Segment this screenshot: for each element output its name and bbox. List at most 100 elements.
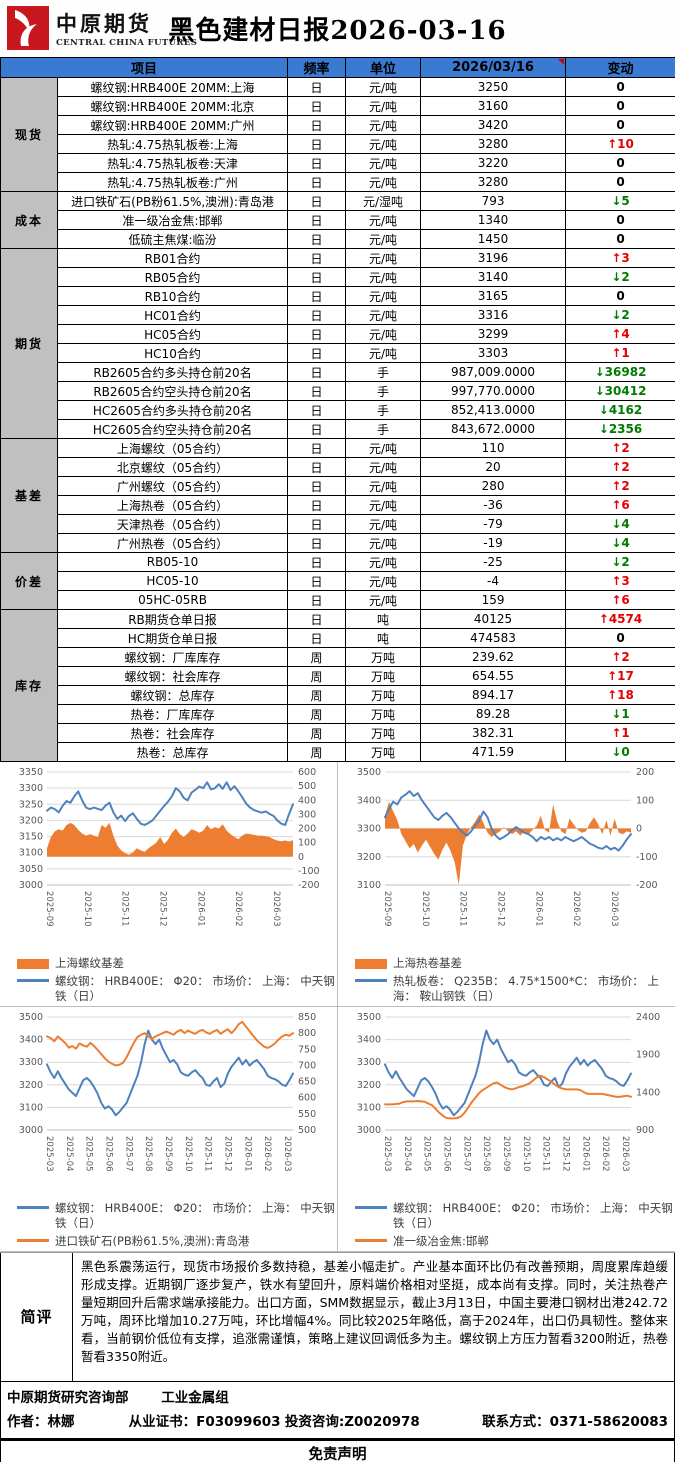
change-value: ↓0: [611, 745, 630, 759]
item-cell: RB01合约: [56, 248, 289, 268]
table-row: HC2605合约空头持仓前20名日手 843,672.0000 ↓2356: [1, 419, 675, 439]
unit-cell: 万吨: [345, 666, 422, 686]
svg-text:3200: 3200: [357, 1080, 381, 1091]
table-row: 广州热卷（05合约）日元/吨 -19 ↓4: [1, 533, 675, 553]
change-cell: ↓30412: [565, 381, 675, 401]
change-cell: ↑3: [565, 571, 675, 591]
table-row: 热轧:4.75热轧板卷:上海日元/吨 3280 ↑10: [1, 134, 675, 154]
item-cell: RB05合约: [56, 267, 289, 287]
change-value: ↑1: [611, 346, 630, 360]
table-row: 天津热卷（05合约）日元/吨 -79 ↓4: [1, 514, 675, 534]
table-row: RB2605合约空头持仓前20名日手 997,770.0000 ↓30412: [1, 381, 675, 401]
unit-cell: 手: [345, 400, 422, 420]
svg-text:2025-09: 2025-09: [163, 1136, 173, 1172]
value-cell: 793: [420, 191, 567, 211]
change-value: ↑4: [611, 327, 630, 341]
change-cell: ↑18: [565, 685, 675, 705]
value-cell: 3280: [420, 172, 567, 192]
footer-advisory: 投资咨询:Z0020978: [284, 1413, 420, 1430]
value-cell: 471.59: [420, 742, 567, 762]
unit-cell: 元/吨: [345, 96, 422, 116]
svg-text:2025-10: 2025-10: [82, 891, 92, 927]
change-cell: ↑17: [565, 666, 675, 686]
unit-cell: 元/吨: [345, 457, 422, 477]
chart-plot: 3000 3100 3200 3300 3400 3500 500 550 600 650 700 7…: [19, 1012, 316, 1172]
unit-cell: 元/吨: [345, 533, 422, 553]
change-value: ↑1: [611, 726, 630, 740]
svg-text:2025-07: 2025-07: [461, 1136, 471, 1172]
svg-text:500: 500: [298, 781, 316, 792]
change-value: ↑17: [607, 669, 634, 683]
legend-label: 进口铁矿石(PB粉61.5%,澳洲):青岛港: [55, 1233, 250, 1248]
unit-cell: 元/吨: [345, 134, 422, 154]
logo-cn: 中原期货: [56, 11, 152, 36]
change-value: ↓2: [611, 555, 630, 569]
value-cell: 654.55: [420, 666, 567, 686]
unit-cell: 元/吨: [345, 438, 422, 458]
svg-text:2025-09: 2025-09: [44, 891, 54, 927]
freq-cell: 日: [287, 419, 347, 439]
freq-cell: 日: [287, 476, 347, 496]
item-cell: HC05-10: [56, 571, 289, 591]
item-cell: 广州螺纹（05合约）: [56, 476, 289, 496]
svg-text:2026-03: 2026-03: [620, 1136, 630, 1172]
table-row: 热卷：社会库存周万吨 382.31 ↑1: [1, 723, 675, 743]
chart-rebar-coke: 3000 3100 3200 3300 3400 3500 900 1400 1900 2400 2…: [338, 1006, 675, 1252]
freq-cell: 日: [287, 172, 347, 192]
change-cell: ↑2: [565, 476, 675, 496]
change-value: ↓5: [611, 194, 630, 208]
svg-text:600: 600: [298, 1093, 316, 1104]
change-cell: ↓4162: [565, 400, 675, 420]
comment-label: 简评: [1, 1252, 73, 1381]
item-cell: HC05合约: [56, 324, 289, 344]
chart-hrc-basis: 3100 3200 3300 3400 3500 -200 -100 0 100 200 2025-…: [338, 762, 675, 1007]
value-cell: 3160: [420, 96, 567, 116]
value-cell: 3220: [420, 153, 567, 173]
svg-text:2025-08: 2025-08: [481, 1136, 491, 1172]
value-cell: 997,770.0000: [420, 381, 567, 401]
change-cell: ↑4: [565, 324, 675, 344]
change-cell: ↑10: [565, 134, 675, 154]
change-value: ↑10: [607, 137, 634, 151]
svg-text:2025-12: 2025-12: [158, 891, 168, 927]
svg-text:3400: 3400: [357, 795, 381, 806]
report-header: 中原期货 CENTRAL CHINA FUTURES 黑色建材日报2026-03…: [0, 0, 675, 57]
value-cell: -25: [420, 552, 567, 572]
value-cell: 3250: [420, 77, 567, 97]
legend-entry: 螺纹钢： HRB400E： Φ20： 市场价： 上海： 中天钢铁（日）: [17, 1201, 335, 1231]
freq-cell: 周: [287, 704, 347, 724]
svg-text:0: 0: [298, 852, 304, 863]
svg-text:1900: 1900: [636, 1049, 660, 1060]
item-cell: 进口铁矿石(PB粉61.5%,澳洲):青岛港: [56, 191, 289, 211]
value-cell: 159: [420, 590, 567, 610]
item-cell: 上海热卷（05合约）: [56, 495, 289, 515]
svg-text:3150: 3150: [19, 832, 43, 843]
section-cell: 期货: [0, 248, 58, 439]
item-cell: 螺纹钢:HRB400E 20MM:上海: [56, 77, 289, 97]
change-value: ↓30412: [594, 384, 647, 398]
legend-entry: 螺纹钢： HRB400E： Φ20： 市场价： 上海： 中天钢铁（日）: [17, 974, 335, 1004]
value-cell: 3299: [420, 324, 567, 344]
svg-text:3500: 3500: [19, 1012, 43, 1023]
table-row: 北京螺纹（05合约）日元/吨 20 ↑2: [1, 457, 675, 477]
freq-cell: 日: [287, 324, 347, 344]
svg-text:2026-01: 2026-01: [580, 1136, 590, 1172]
item-cell: RB2605合约多头持仓前20名: [56, 362, 289, 382]
item-cell: 螺纹钢：厂库库存: [56, 647, 289, 667]
footer-author: 作者：林娜: [7, 1413, 75, 1430]
logo-mark-icon: [7, 6, 49, 50]
footer-dept-line: 中原期货研究咨询部 工业金属组: [7, 1386, 668, 1406]
value-cell: -79: [420, 514, 567, 534]
chart-plot: 30003050310031503200325033003350-200-100…: [19, 767, 320, 927]
svg-text:3500: 3500: [357, 767, 381, 778]
freq-cell: 日: [287, 77, 347, 97]
freq-cell: 日: [287, 571, 347, 591]
table-row: 基差 上海螺纹（05合约）日元/吨 110 ↑2: [0, 438, 675, 553]
value-cell: 852,413.0000: [420, 400, 567, 420]
svg-text:0: 0: [636, 824, 642, 835]
item-cell: 热卷：厂库库存: [56, 704, 289, 724]
value-cell: 382.31: [420, 723, 567, 743]
change-value: ↑3: [611, 251, 630, 265]
change-value: 0: [616, 175, 625, 189]
